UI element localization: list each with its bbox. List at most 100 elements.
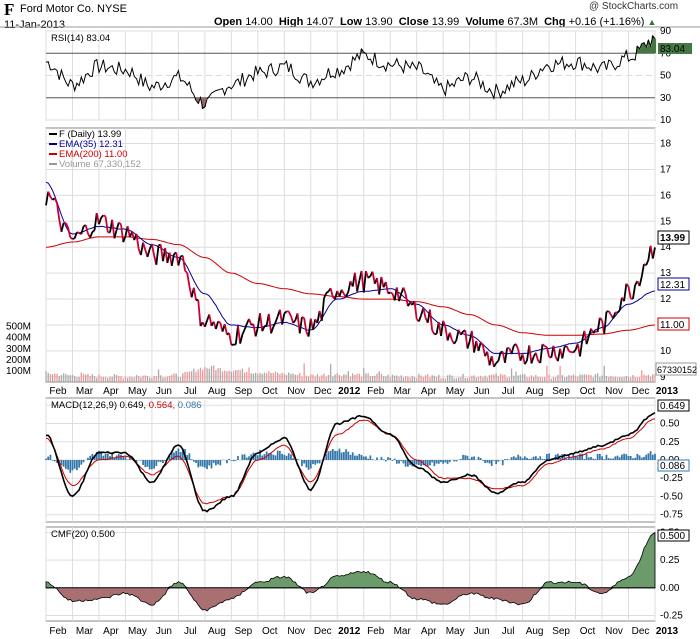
macd-histogram-bar: [76, 460, 78, 471]
volume-bar: [204, 367, 206, 382]
volume-bar: [312, 374, 314, 382]
volume-bar: [468, 377, 471, 382]
watermark: @ StockCharts.com: [589, 1, 679, 12]
volume-bar: [257, 373, 259, 382]
volume-bar: [641, 370, 643, 382]
macd-histogram-bar: [95, 451, 98, 460]
volume-bar: [594, 374, 597, 382]
macd-histogram-bar: [131, 459, 133, 460]
price-segment: [102, 214, 107, 218]
macd-histogram-bar: [618, 457, 621, 460]
macd-histogram-bar: [517, 454, 520, 460]
macd-histogram-bar: [128, 457, 131, 460]
volume-bar: [440, 378, 442, 382]
x-tick-label: Dec: [632, 386, 650, 397]
price-segment: [541, 343, 546, 347]
x-tick-label: Nov: [287, 386, 305, 397]
macd-histogram-bar: [356, 455, 358, 460]
x-tick-label: Sep: [552, 626, 570, 637]
macd-histogram-bar: [250, 454, 253, 460]
volume-bar: [151, 378, 153, 382]
volume-bar: [574, 375, 577, 382]
macd-histogram-bar: [109, 456, 111, 460]
x-tick-label: Feb: [367, 386, 385, 397]
cmf-tick-label: -0.25: [660, 610, 683, 621]
macd-histogram-bar: [607, 458, 610, 460]
macd-histogram-bar: [539, 456, 542, 460]
macd-histogram-bar: [605, 454, 608, 460]
volume-bar: [243, 372, 246, 382]
volume-bar: [219, 368, 221, 382]
macd-histogram-bar: [151, 460, 153, 470]
volume-bar: [371, 375, 374, 382]
price-segment: [552, 345, 557, 358]
price-segment: [197, 299, 202, 327]
macd-histogram-bar: [234, 460, 237, 461]
macd-histogram-bar: [625, 454, 628, 460]
volume-bar: [616, 377, 619, 382]
macd-histogram-bar: [124, 456, 127, 460]
macd-histogram-bar: [336, 450, 339, 460]
volume-tick-label: 300M: [6, 344, 31, 355]
price-segment: [325, 290, 329, 294]
cmf-negative-area: [45, 587, 656, 612]
volume-bar: [608, 376, 610, 382]
price-segment: [482, 345, 486, 357]
volume-bar: [144, 375, 146, 382]
macd-histogram-bar: [440, 460, 442, 463]
price-segment: [404, 293, 409, 307]
volume-bar: [471, 375, 473, 382]
volume-bar: [462, 373, 464, 382]
price-segment: [320, 298, 325, 321]
macd-histogram-bar: [179, 452, 182, 460]
macd-value: 0.649,: [120, 400, 149, 411]
volume-bar: [270, 373, 272, 382]
macd-histogram-bar: [632, 458, 634, 460]
volume-bar: [413, 377, 416, 382]
volume-bar: [570, 375, 572, 382]
volume-bar: [195, 371, 197, 382]
macd-histogram-bar: [164, 460, 167, 462]
price-segment: [228, 332, 233, 345]
volume-bar: [405, 376, 407, 382]
volume-bar: [486, 377, 488, 382]
macd-histogram-bar: [477, 456, 480, 460]
price-segment: [442, 320, 447, 328]
macd-histogram-bar: [301, 460, 303, 467]
price-segment: [298, 316, 303, 334]
macd-histogram-bar: [623, 453, 625, 460]
price-segment: [239, 334, 244, 344]
volume-bar: [630, 377, 632, 382]
macd-histogram-bar: [429, 460, 431, 466]
x-tick-label: Aug: [208, 386, 226, 397]
x-tick-label: Oct: [262, 626, 278, 637]
volume-bar: [254, 372, 257, 382]
price-segment: [95, 212, 100, 225]
volume-bar: [625, 375, 627, 382]
volume-tick-label: 500M: [6, 322, 31, 333]
price-segment: [204, 320, 208, 328]
macd-histogram-bar: [627, 456, 630, 460]
x-tick-label: Feb: [49, 386, 67, 397]
price-segment: [307, 318, 312, 337]
volume-bar: [232, 370, 235, 382]
macd-histogram-bar: [468, 458, 471, 460]
macd-histogram-bar: [466, 455, 469, 460]
price-segment: [640, 263, 645, 277]
volume-bar: [301, 376, 303, 382]
volume-bar: [332, 376, 334, 382]
volume-bar: [149, 377, 151, 382]
macd-histogram-bar: [497, 460, 500, 462]
volume-bar: [115, 374, 118, 382]
macd-histogram-bar: [515, 457, 517, 460]
rsi-tick-label: 30: [660, 93, 672, 104]
volume-bar: [561, 375, 563, 382]
macd-histogram-bar: [155, 460, 158, 466]
macd-histogram-bar: [62, 460, 65, 467]
price-segment: [98, 217, 103, 225]
volume-bar: [623, 376, 625, 382]
x-tick-label: May: [128, 386, 147, 397]
volume-bar: [638, 376, 641, 382]
macd-histogram-bar: [60, 460, 63, 466]
close-value: 13.99: [431, 16, 460, 28]
